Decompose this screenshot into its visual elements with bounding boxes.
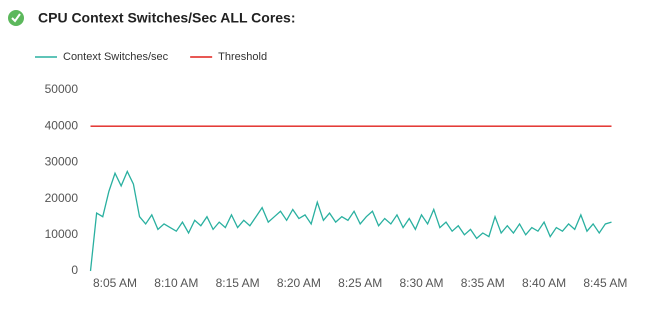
x-tick-label: 8:45 AM (583, 276, 627, 290)
x-tick-label: 8:10 AM (154, 276, 198, 290)
y-tick-label: 40000 (45, 118, 79, 132)
x-tick-label: 8:25 AM (338, 276, 382, 290)
legend-label: Context Switches/sec (63, 51, 169, 63)
y-tick-label: 20000 (45, 191, 79, 205)
legend-label: Threshold (218, 51, 267, 63)
x-tick-label: 8:05 AM (93, 276, 137, 290)
x-tick-label: 8:20 AM (277, 276, 321, 290)
status-icon (8, 10, 24, 26)
y-tick-label: 50000 (45, 82, 79, 96)
series-line (89, 169, 612, 272)
x-tick-label: 8:40 AM (522, 276, 566, 290)
x-tick-label: 8:35 AM (461, 276, 505, 290)
y-tick-label: 0 (71, 263, 78, 277)
chart-title: CPU Context Switches/Sec ALL Cores: (38, 10, 296, 26)
x-tick-label: 8:15 AM (216, 276, 260, 290)
y-tick-label: 10000 (45, 227, 79, 241)
y-tick-label: 30000 (45, 155, 79, 169)
x-tick-label: 8:30 AM (399, 276, 443, 290)
